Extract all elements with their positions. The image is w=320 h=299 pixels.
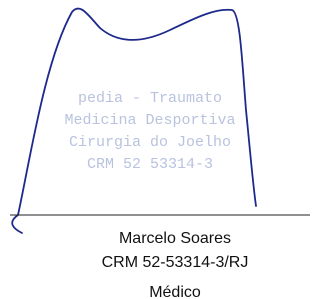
stamp-line: pedia - Traumato [78,90,222,107]
signatory-name: Marcelo Soares [119,230,231,247]
signature-block: pedia - Traumato Medicina Desportiva Cir… [0,0,310,299]
signatory-role: Médico [149,284,201,299]
signatory-registration: CRM 52-53314-3/RJ [102,254,249,271]
stamp-line: Medicina Desportiva [64,112,235,129]
signature-canvas: pedia - Traumato Medicina Desportiva Cir… [0,0,310,299]
stamp-line: CRM 52 53314-3 [87,156,213,173]
stamp-line: Cirurgia do Joelho [69,134,231,151]
stamp: pedia - Traumato Medicina Desportiva Cir… [64,90,235,173]
